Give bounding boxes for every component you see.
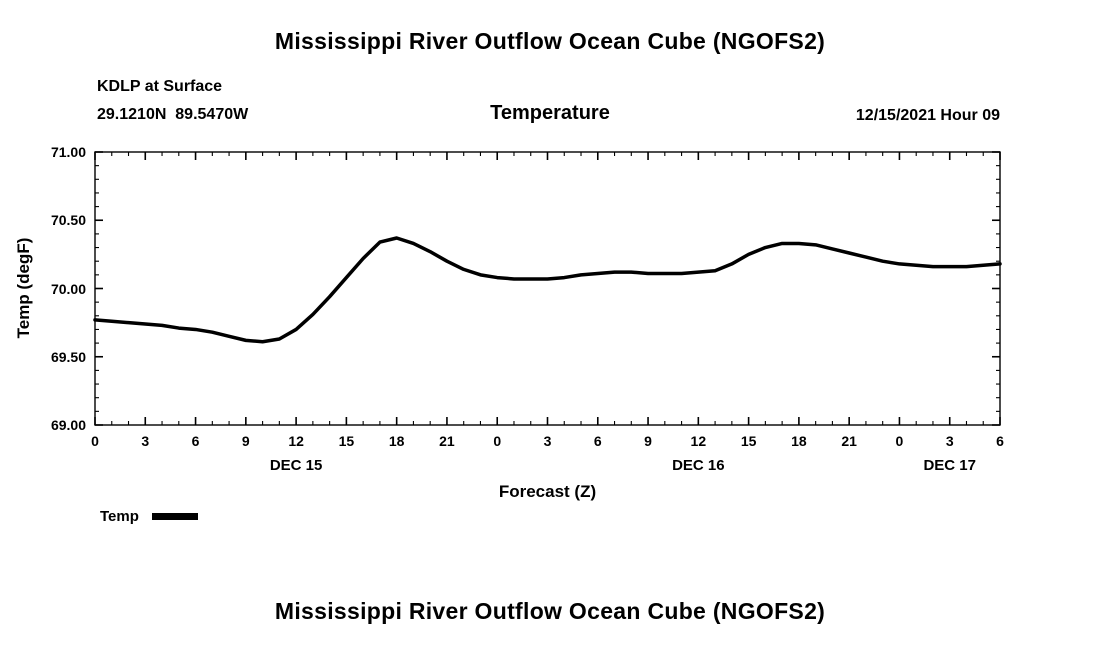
y-tick-label: 70.50 [50, 212, 86, 229]
x-tick-label: 3 [141, 433, 150, 449]
x-tick-label: 12 [690, 433, 707, 449]
y-tick-label: 69.50 [50, 348, 86, 365]
chart-title: Mississippi River Outflow Ocean Cube (NG… [274, 28, 826, 54]
x-tick-label: 0 [91, 433, 99, 449]
x-tick-label: 6 [593, 433, 602, 449]
y-tick-label: 69.00 [50, 417, 86, 433]
date-label: DEC 17 [923, 457, 976, 474]
x-tick-label: 9 [644, 433, 652, 449]
x-axis-label: Forecast (Z) [498, 482, 597, 501]
station-coordinates-label: 29.1210N 89.5470W [97, 106, 249, 123]
x-tick-label: 15 [338, 433, 355, 449]
next-chart-title: Mississippi River Outflow Ocean Cube (NG… [274, 598, 826, 624]
date-label: DEC 15 [269, 457, 323, 474]
date-label: DEC 16 [672, 457, 725, 474]
x-tick-label: 21 [841, 433, 857, 449]
legend: Temp [100, 508, 198, 525]
model-init-datetime-label: 12/15/2021 Hour 09 [855, 107, 1000, 124]
x-tick-label: 3 [945, 433, 954, 449]
station-label: KDLP at Surface [97, 78, 223, 95]
x-tick-label: 15 [740, 433, 757, 449]
x-tick-label: 18 [791, 433, 807, 449]
x-tick-label: 12 [288, 433, 304, 449]
legend-label: Temp [100, 508, 139, 525]
legend-line-swatch [151, 513, 198, 520]
temp-series-line [93, 236, 1002, 344]
x-tick-label: 3 [543, 433, 552, 449]
y-tick-label: 71.00 [50, 144, 86, 160]
y-tick-label: 70.00 [50, 280, 86, 297]
x-tick-label: 0 [493, 433, 502, 449]
x-tick-label: 18 [388, 433, 405, 449]
x-tick-label: 6 [191, 433, 200, 449]
x-tick-label: 6 [996, 433, 1004, 449]
x-tick-label: 9 [241, 433, 250, 449]
x-tick-label: 21 [439, 433, 455, 449]
x-tick-label: 0 [895, 433, 904, 449]
panel-variable-label: Temperature [490, 102, 610, 124]
